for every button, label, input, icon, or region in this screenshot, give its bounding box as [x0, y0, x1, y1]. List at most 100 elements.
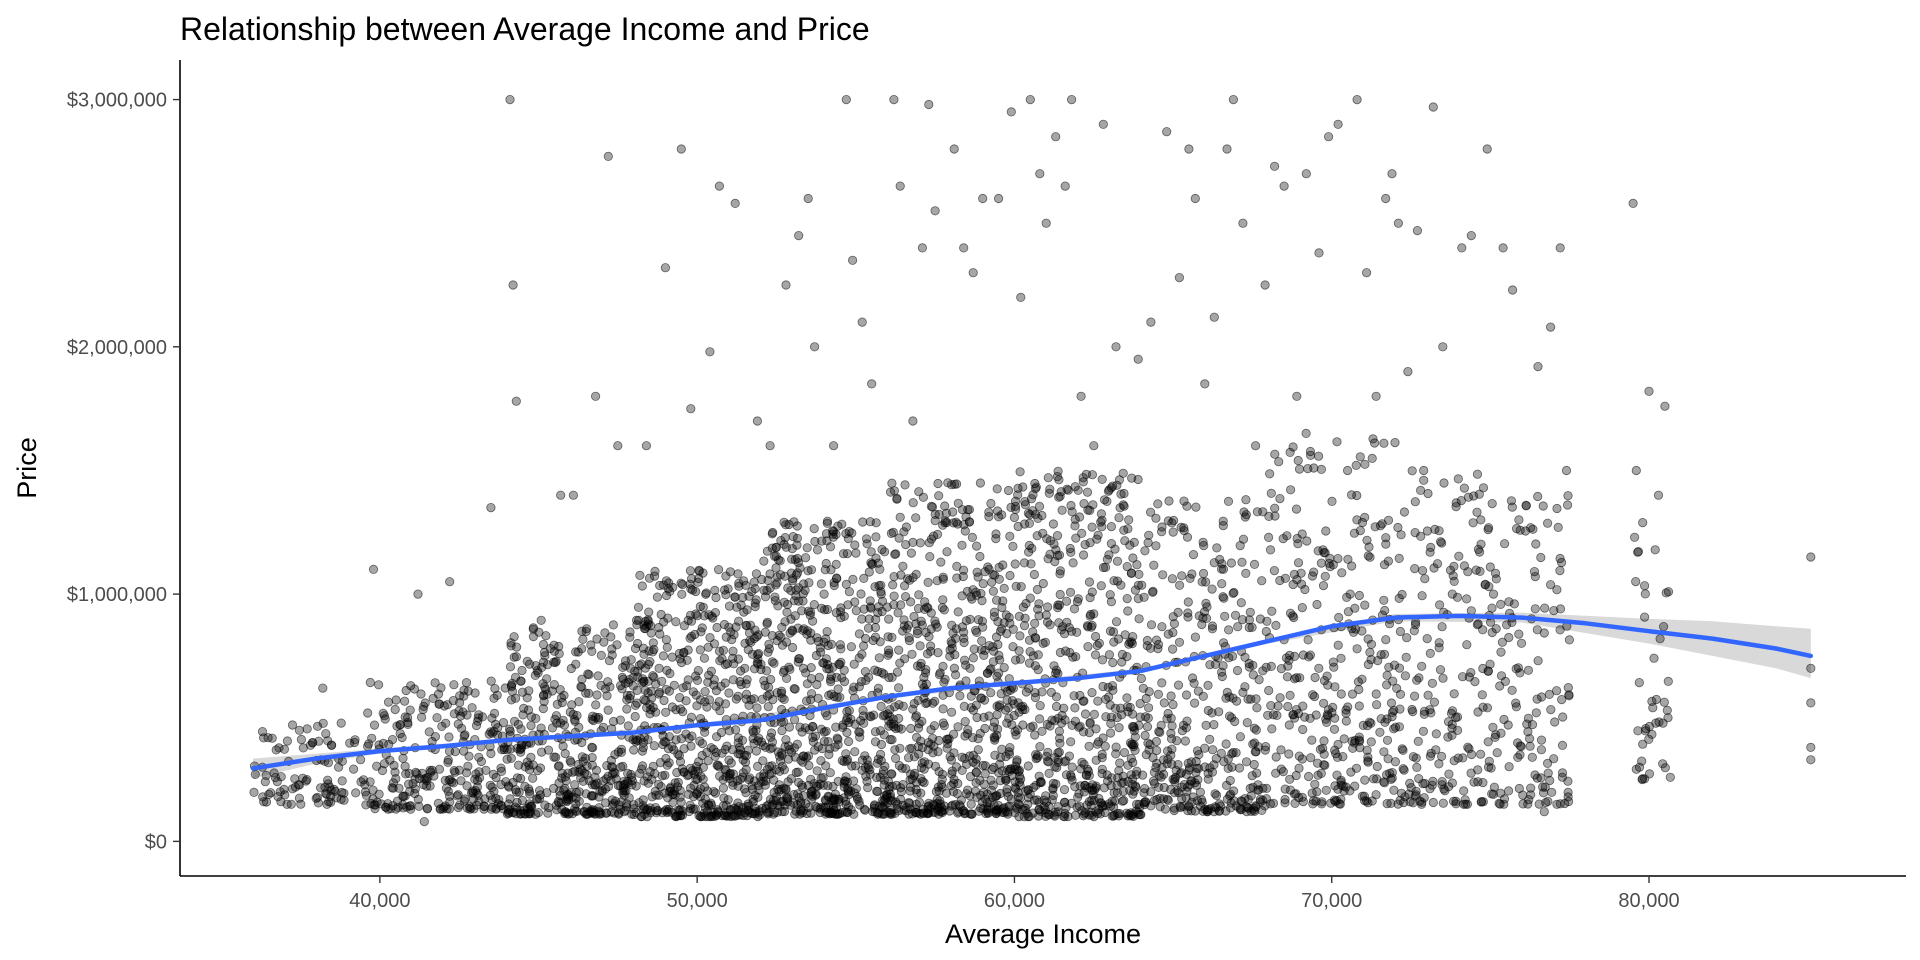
scatter-point [600, 784, 611, 794]
scatter-point [816, 579, 827, 589]
scatter-point [1436, 537, 1446, 547]
scatter-point [1051, 665, 1062, 675]
scatter-point [737, 735, 748, 746]
scatter-point [953, 722, 963, 732]
scatter-point [1372, 761, 1382, 772]
scatter-point [1009, 512, 1020, 523]
scatter-point [1533, 656, 1543, 666]
scatter-point [667, 741, 677, 752]
scatter-point [604, 656, 615, 666]
scatter-point [1379, 595, 1389, 605]
scatter-point [1312, 599, 1322, 610]
scatter-point [326, 740, 337, 750]
scatter-point [909, 611, 919, 622]
scatter-point [420, 698, 430, 708]
scatter-point [950, 650, 960, 660]
scatter-point [1555, 553, 1565, 564]
scatter-point [1184, 144, 1194, 154]
scatter-point [648, 761, 658, 771]
scatter-point [1523, 665, 1534, 675]
scatter-point [1013, 483, 1023, 493]
scatter-point [1515, 741, 1525, 751]
scatter-point [1109, 576, 1119, 586]
scatter-point [1157, 678, 1167, 688]
scatter-point [1108, 657, 1118, 668]
scatter-point [1175, 580, 1185, 590]
scatter-point [606, 632, 616, 642]
scatter-point [900, 654, 910, 664]
scatter-point [686, 712, 697, 722]
scatter-point [870, 582, 880, 592]
scatter-point [1491, 624, 1501, 634]
scatter-point [470, 785, 481, 796]
scatter-point [940, 501, 950, 511]
scatter-point [720, 699, 731, 709]
scatter-point [1298, 650, 1308, 660]
scatter-point [301, 776, 311, 786]
scatter-point [1055, 589, 1065, 600]
scatter-point [957, 752, 967, 762]
scatter-point [1518, 790, 1528, 800]
scatter-point [326, 785, 336, 795]
scatter-point [1475, 547, 1485, 557]
scatter-point [1451, 498, 1461, 508]
smooth-confidence-ribbon [252, 612, 1811, 779]
scatter-point [1267, 724, 1277, 734]
scatter-point [703, 677, 713, 687]
scatter-point [1125, 811, 1135, 821]
scatter-point [1244, 615, 1255, 625]
scatter-point [1301, 428, 1311, 438]
scatter-point [713, 564, 724, 575]
scatter-point [315, 783, 326, 793]
scatter-point [1012, 757, 1022, 767]
scatter-point [1353, 677, 1364, 687]
scatter-point [1089, 441, 1099, 451]
scatter-point [1293, 558, 1304, 568]
scatter-point [663, 806, 673, 817]
scatter-point [772, 636, 782, 646]
scatter-point [453, 790, 463, 800]
scatter-point [781, 637, 792, 647]
scatter-point [506, 641, 516, 651]
scatter-point [479, 804, 489, 814]
scatter-point [1451, 796, 1461, 807]
scatter-point [900, 591, 911, 602]
scatter-point [1504, 762, 1514, 772]
scatter-point [1218, 661, 1228, 671]
scatter-point [742, 621, 752, 631]
scatter-point [1151, 541, 1161, 551]
scatter-point [554, 786, 565, 796]
scatter-point [1330, 682, 1340, 692]
scatter-point [862, 755, 872, 765]
scatter-point [973, 745, 983, 755]
scatter-point [1108, 481, 1118, 491]
scatter-point [602, 691, 612, 701]
scatter-point [719, 793, 729, 803]
scatter-point [896, 724, 907, 734]
scatter-point [1266, 700, 1276, 711]
scatter-point [1286, 485, 1296, 495]
chart-title: Relationship between Average Income and … [180, 11, 870, 47]
scatter-point [1141, 693, 1151, 704]
scatter-point [1538, 501, 1548, 511]
scatter-point [860, 805, 870, 815]
scatter-point [693, 573, 704, 584]
scatter-point [1028, 627, 1038, 637]
scatter-point [1319, 749, 1329, 759]
scatter-point [603, 771, 613, 781]
scatter-point [1195, 787, 1206, 797]
scatter-point [828, 441, 839, 451]
scatter-point [660, 770, 670, 780]
scatter-point [812, 766, 822, 776]
scatter-point [688, 687, 698, 697]
scatter-point [1268, 798, 1279, 808]
scatter-point [1037, 510, 1047, 521]
scatter-point [958, 565, 969, 575]
scatter-point [1536, 552, 1546, 563]
scatter-point [1365, 552, 1375, 562]
scatter-point [571, 659, 581, 669]
scatter-point [918, 492, 929, 502]
scatter-point [275, 787, 285, 797]
scatter-point [676, 657, 687, 668]
scatter-point [1360, 459, 1370, 469]
